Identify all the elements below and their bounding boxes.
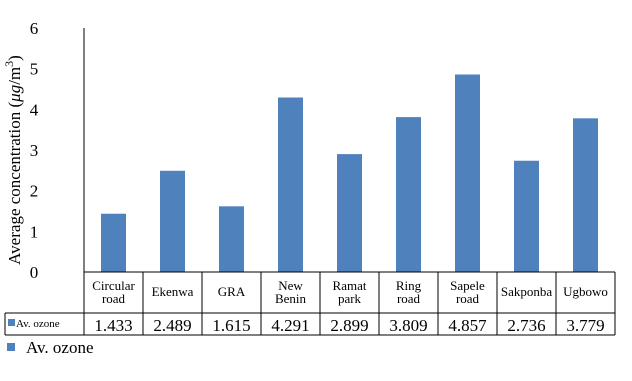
data-value-label: 3.809 — [389, 316, 427, 335]
y-axis-title: Average concentration (μg/m3) — [2, 55, 24, 265]
y-tick-label: 0 — [30, 263, 39, 282]
bar — [573, 118, 598, 272]
category-label: Sapele road — [450, 278, 485, 306]
category-label: Ramat park — [333, 278, 367, 306]
data-value-label: 2.899 — [330, 316, 368, 335]
bar — [396, 117, 421, 272]
legend-label: Av. ozone — [26, 338, 94, 357]
y-tick-label: 5 — [30, 60, 39, 79]
category-label: Sakponba — [501, 284, 553, 299]
bar — [278, 97, 303, 273]
category-label: Circular road — [92, 278, 135, 306]
category-label: Ugbowo — [563, 284, 608, 299]
data-value-label: 4.291 — [271, 316, 309, 335]
bar — [455, 74, 480, 273]
category-label: Ring road — [396, 278, 422, 306]
legend-swatch — [7, 343, 15, 351]
category-label: GRA — [218, 284, 246, 299]
bar — [101, 213, 126, 272]
y-tick-label: 4 — [30, 100, 39, 119]
bar — [514, 160, 539, 272]
category-label: New Benin — [275, 278, 307, 306]
y-tick-label: 3 — [30, 141, 39, 160]
y-tick-label: 2 — [30, 182, 39, 201]
data-value-label: 3.779 — [566, 316, 604, 335]
data-value-label: 2.489 — [153, 316, 191, 335]
category-label: Ekenwa — [152, 284, 194, 299]
data-value-label: 1.433 — [94, 316, 132, 335]
bar — [219, 206, 244, 272]
data-value-label: 1.615 — [212, 316, 250, 335]
y-tick-label: 1 — [30, 222, 39, 241]
table-series-name: Av. ozone — [16, 318, 60, 330]
bar — [160, 170, 185, 272]
table-series-key — [8, 319, 15, 326]
data-value-label: 2.736 — [507, 316, 545, 335]
y-tick-label: 6 — [30, 19, 39, 38]
bar — [337, 154, 362, 272]
data-value-label: 4.857 — [448, 316, 487, 335]
